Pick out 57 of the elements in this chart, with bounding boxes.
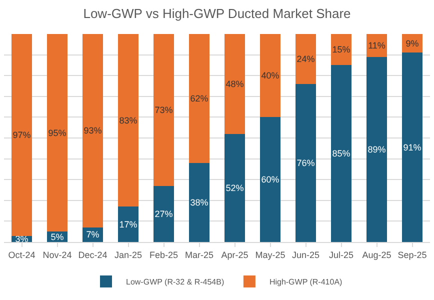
- x-tick-label: Nov-24: [42, 250, 72, 260]
- bar: [82, 34, 104, 228]
- x-tick-label: Mar-25: [184, 250, 214, 260]
- x-tick-label: Jan-25: [114, 250, 142, 260]
- bar: [260, 34, 281, 118]
- bar: [153, 34, 174, 186]
- data-label: 97%: [12, 130, 31, 140]
- data-label: 7%: [86, 230, 100, 240]
- data-label: 83%: [119, 115, 138, 126]
- bar: [11, 34, 32, 236]
- chart-title: Low-GWP vs High-GWP Ducted Market Share: [83, 6, 351, 22]
- bar: [295, 34, 316, 84]
- data-label: 89%: [368, 144, 386, 154]
- bar: [46, 34, 68, 232]
- x-tick-label: May-25: [255, 250, 286, 260]
- legend-label: Low-GWP (R-32 & R-454B): [126, 278, 224, 287]
- data-label: 9%: [406, 38, 419, 48]
- bar: [366, 56, 388, 242]
- bar: [118, 206, 139, 242]
- data-label: 11%: [368, 40, 386, 50]
- data-label: 76%: [296, 158, 315, 168]
- x-tick-label: Jul-25: [328, 250, 354, 260]
- x-tick-label: Feb-25: [149, 250, 178, 260]
- data-label: 73%: [154, 104, 173, 115]
- bar: [188, 162, 210, 242]
- data-label: 85%: [332, 148, 350, 159]
- data-label: 93%: [84, 126, 102, 136]
- data-label: 60%: [261, 174, 280, 185]
- data-label: 40%: [261, 70, 280, 81]
- data-label: 91%: [403, 142, 422, 152]
- data-label: 5%: [50, 232, 64, 242]
- bar: [402, 52, 423, 242]
- bar: [295, 84, 316, 242]
- x-tick-label: Aug-25: [362, 250, 392, 260]
- bar: [153, 186, 174, 242]
- data-label: 17%: [119, 219, 138, 230]
- legend-label: High-GWP (R-410A): [269, 278, 343, 287]
- x-tick-label: Sep-25: [398, 250, 427, 260]
- x-tick-label: Oct-24: [8, 250, 36, 260]
- data-label: 48%: [226, 78, 244, 89]
- data-label: 95%: [48, 128, 66, 138]
- bar: [330, 65, 352, 242]
- x-tick-label: Jun-25: [292, 250, 320, 260]
- data-label: 27%: [154, 208, 173, 219]
- x-tick-label: Dec-24: [78, 250, 108, 260]
- bar: [224, 134, 246, 242]
- data-label: 38%: [190, 197, 208, 208]
- bar: [118, 34, 139, 207]
- data-label: 15%: [332, 44, 350, 55]
- data-label: 52%: [226, 182, 244, 193]
- bar: [224, 34, 246, 134]
- x-tick-label: Apr-25: [221, 250, 248, 260]
- data-label: 24%: [296, 54, 315, 64]
- data-label: 62%: [190, 93, 208, 104]
- data-label: 3%: [15, 234, 28, 244]
- bar: [188, 34, 210, 163]
- bar: [260, 117, 281, 242]
